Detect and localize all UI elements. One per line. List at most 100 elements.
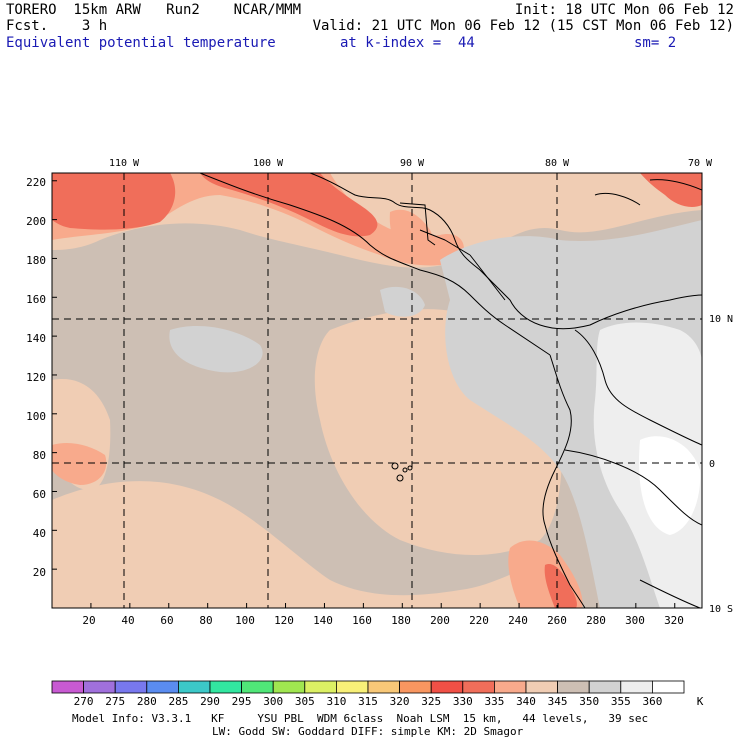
legend-swatch [525, 680, 559, 694]
legend-swatch [83, 680, 116, 694]
y-tick-label: 200 [26, 215, 46, 228]
legend-swatch [335, 680, 369, 694]
physics-info: LW: Godd SW: Goddard DIFF: simple KM: 2D… [212, 725, 524, 738]
legend-label: 355 [611, 695, 631, 708]
x-tick-label: 300 [625, 614, 645, 627]
legend-swatch [588, 680, 622, 694]
y-tick-label: 220 [26, 176, 46, 189]
y-tick-marks [52, 180, 57, 570]
legend-label: 345 [548, 695, 568, 708]
legend-label: 285 [168, 695, 188, 708]
x-tick-label: 260 [547, 614, 567, 627]
level-index: at k-index = 44 [340, 35, 475, 51]
forecast-hour: Fcst. 3 h [6, 18, 108, 34]
legend-swatch [399, 680, 432, 694]
lat-label-10s: 10 S [709, 604, 733, 615]
run-title: TORERO 15km ARW Run2 NCAR/MMM [6, 2, 302, 18]
lat-label-0: 0 [709, 459, 715, 470]
legend-label: 335 [484, 695, 504, 708]
field-band-south [52, 481, 560, 608]
field-warm-west-equator [52, 443, 107, 485]
legend-label: 295 [232, 695, 252, 708]
model-info: Model Info: V3.3.1 KF YSU PBL WDM 6class… [72, 712, 648, 725]
legend-label: 300 [263, 695, 283, 708]
legend-labels: 270 275 280 285 290 295 300 305 310 315 320 325 330 3… [74, 695, 663, 708]
legend-swatch [209, 680, 243, 694]
legend-color-bar [51, 680, 685, 694]
legend-label: 305 [295, 695, 315, 708]
legend-swatch [557, 680, 590, 694]
coastline-pacific-central-america [199, 173, 551, 356]
island-galapagos-2 [402, 467, 408, 473]
border-ecuador-peru [564, 449, 702, 526]
legend-swatch [146, 680, 179, 694]
y-tick-label: 140 [26, 332, 46, 345]
legend-label: 290 [200, 695, 220, 708]
legend-label: 320 [390, 695, 410, 708]
legend-swatch [304, 680, 337, 694]
field-band-north [52, 173, 702, 268]
legend-swatch [620, 680, 653, 694]
x-tick-label: 320 [664, 614, 684, 627]
field-core-west [52, 173, 176, 230]
x-tick-label: 140 [313, 614, 333, 627]
x-tick-label: 80 [199, 614, 212, 627]
border-peru-bolivia [639, 579, 701, 608]
border-colombia-venezuela [574, 329, 702, 446]
x-tick-label: 160 [352, 614, 372, 627]
y-tick-label: 60 [33, 488, 46, 501]
legend-swatch [652, 680, 685, 694]
coastline-south-america-west [542, 354, 586, 608]
legend-label: 280 [137, 695, 157, 708]
x-tick-label: 100 [235, 614, 255, 627]
field-cool-patch-1 [169, 325, 263, 373]
lat-label-10n: 10 N [709, 314, 733, 325]
y-tick-labels: 20 40 60 80 100 120 140 160 180 200 220 [26, 176, 46, 579]
graticule [52, 173, 702, 608]
legend-label: 325 [421, 695, 441, 708]
legend-label: 340 [516, 695, 536, 708]
field-name: Equivalent potential temperature [6, 35, 276, 51]
legend-swatch [493, 680, 527, 694]
legend-label: 350 [579, 695, 599, 708]
smoothing-value: sm= 2 [634, 35, 677, 51]
x-tick-label: 20 [82, 614, 95, 627]
x-tick-label: 200 [430, 614, 450, 627]
x-tick-label: 120 [274, 614, 294, 627]
y-tick-label: 80 [33, 449, 46, 462]
x-tick-marks [90, 603, 676, 608]
y-tick-label: 120 [26, 371, 46, 384]
field-land-coldest [639, 436, 701, 535]
lon-label-90w: 90 W [400, 158, 425, 169]
x-tick-label: 280 [586, 614, 606, 627]
longitude-labels: 110 W 100 W 90 W 80 W 70 W [109, 158, 713, 169]
legend-swatch [241, 680, 274, 694]
y-tick-label: 100 [26, 410, 46, 423]
map-field [52, 173, 702, 608]
legend-swatch [51, 680, 85, 694]
field-core-south [544, 564, 577, 608]
y-tick-label: 160 [26, 293, 46, 306]
legend-swatch [177, 680, 211, 694]
valid-time: Valid: 21 UTC Mon 06 Feb 12 (15 CST Mon … [312, 18, 734, 34]
coastlines [199, 173, 702, 608]
legend-label: 275 [105, 695, 125, 708]
legend-label: 270 [74, 695, 94, 708]
lon-label-110w: 110 W [109, 158, 140, 169]
x-tick-label: 220 [469, 614, 489, 627]
legend-swatch [272, 680, 306, 694]
x-tick-label: 40 [121, 614, 134, 627]
lon-label-70w: 70 W [688, 158, 713, 169]
init-time: Init: 18 UTC Mon 06 Feb 12 [514, 2, 734, 18]
x-tick-label: 240 [508, 614, 528, 627]
lon-label-80w: 80 W [545, 158, 570, 169]
legend-label: 315 [358, 695, 378, 708]
coastline-caribbean-islands [594, 179, 702, 206]
legend-swatch [462, 680, 495, 694]
field-cool-patch-2 [380, 286, 425, 317]
legend-unit: K [697, 695, 704, 708]
y-tick-label: 20 [33, 566, 46, 579]
legend-swatch [114, 680, 148, 694]
island-galapagos-3 [396, 474, 404, 482]
